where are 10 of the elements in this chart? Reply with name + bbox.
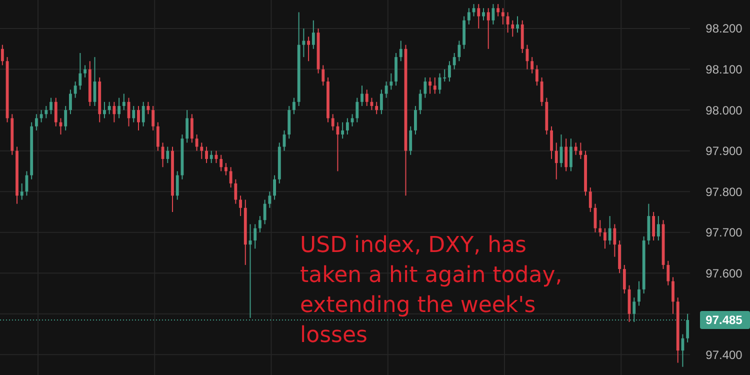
y-tick-label: 97.700 [706,226,743,240]
y-tick-label: 97.600 [706,266,743,280]
y-tick-label: 98.100 [706,62,743,76]
y-tick-label: 97.900 [706,144,743,158]
y-tick-label: 97.800 [706,184,743,199]
y-tick-label: 98.200 [706,22,743,36]
y-tick-label: 97.400 [706,348,743,362]
annotation: USD index, DXY, has taken a hit again today, extending the week's losses [300,233,562,348]
y-tick-label: 98.000 [706,103,743,118]
ref-line-label: 97.485 [706,313,743,328]
